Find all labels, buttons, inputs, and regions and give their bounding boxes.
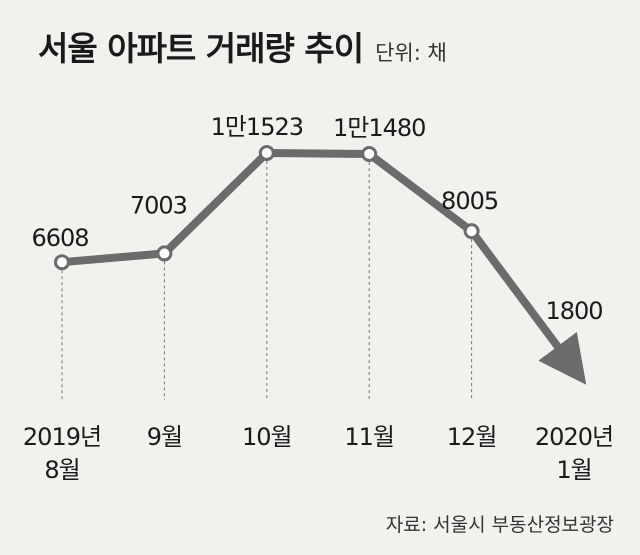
data-point bbox=[54, 254, 70, 271]
x-tick-label: 2020년 bbox=[535, 423, 613, 451]
series-arrow-segment bbox=[467, 227, 587, 385]
chart-title: 서울 아파트 거래량 추이 bbox=[38, 29, 364, 68]
data-point bbox=[463, 223, 480, 240]
x-tick-label: 9월 bbox=[147, 423, 182, 451]
data-label: 6608 bbox=[31, 224, 88, 252]
data-point bbox=[258, 145, 275, 161]
unit-label: 단위: 채 bbox=[375, 41, 447, 65]
x-tick-label: 11월 bbox=[344, 423, 394, 451]
x-tick-label: 8월 bbox=[44, 456, 79, 484]
data-point bbox=[156, 245, 173, 262]
data-label: 7003 bbox=[130, 191, 187, 219]
data-label: 1800 bbox=[545, 297, 602, 325]
x-tick-label: 1월 bbox=[556, 456, 591, 484]
x-tick-label: 10월 bbox=[242, 423, 292, 451]
data-label: 1만1480 bbox=[333, 114, 425, 142]
data-point bbox=[361, 145, 378, 162]
data-label: 8005 bbox=[441, 187, 498, 215]
x-tick-label: 2019년 bbox=[23, 423, 101, 451]
x-tick-label: 12월 bbox=[447, 423, 497, 451]
source-note: 자료: 서울시 부동산정보광장 bbox=[385, 514, 614, 536]
title-row: 서울 아파트 거래량 추이 단위: 채 bbox=[38, 22, 447, 70]
data-label: 1만1523 bbox=[211, 113, 303, 141]
